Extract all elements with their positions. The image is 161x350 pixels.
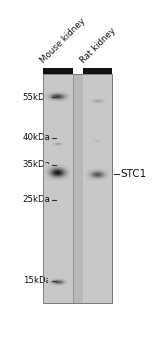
Bar — [43, 74, 112, 303]
Text: 25kDa: 25kDa — [23, 195, 51, 204]
Text: STC1: STC1 — [120, 169, 146, 179]
Text: Rat kidney: Rat kidney — [79, 26, 118, 65]
Bar — [43, 68, 72, 74]
Text: Mouse kidney: Mouse kidney — [39, 16, 87, 65]
Text: 55kDa: 55kDa — [23, 93, 51, 102]
Bar — [82, 74, 112, 303]
Text: 40kDa: 40kDa — [23, 133, 51, 142]
Text: 35kDa: 35kDa — [23, 160, 51, 169]
Bar — [43, 74, 112, 303]
Bar — [82, 68, 112, 74]
Text: 15kDa: 15kDa — [23, 276, 51, 285]
Bar — [43, 74, 72, 303]
